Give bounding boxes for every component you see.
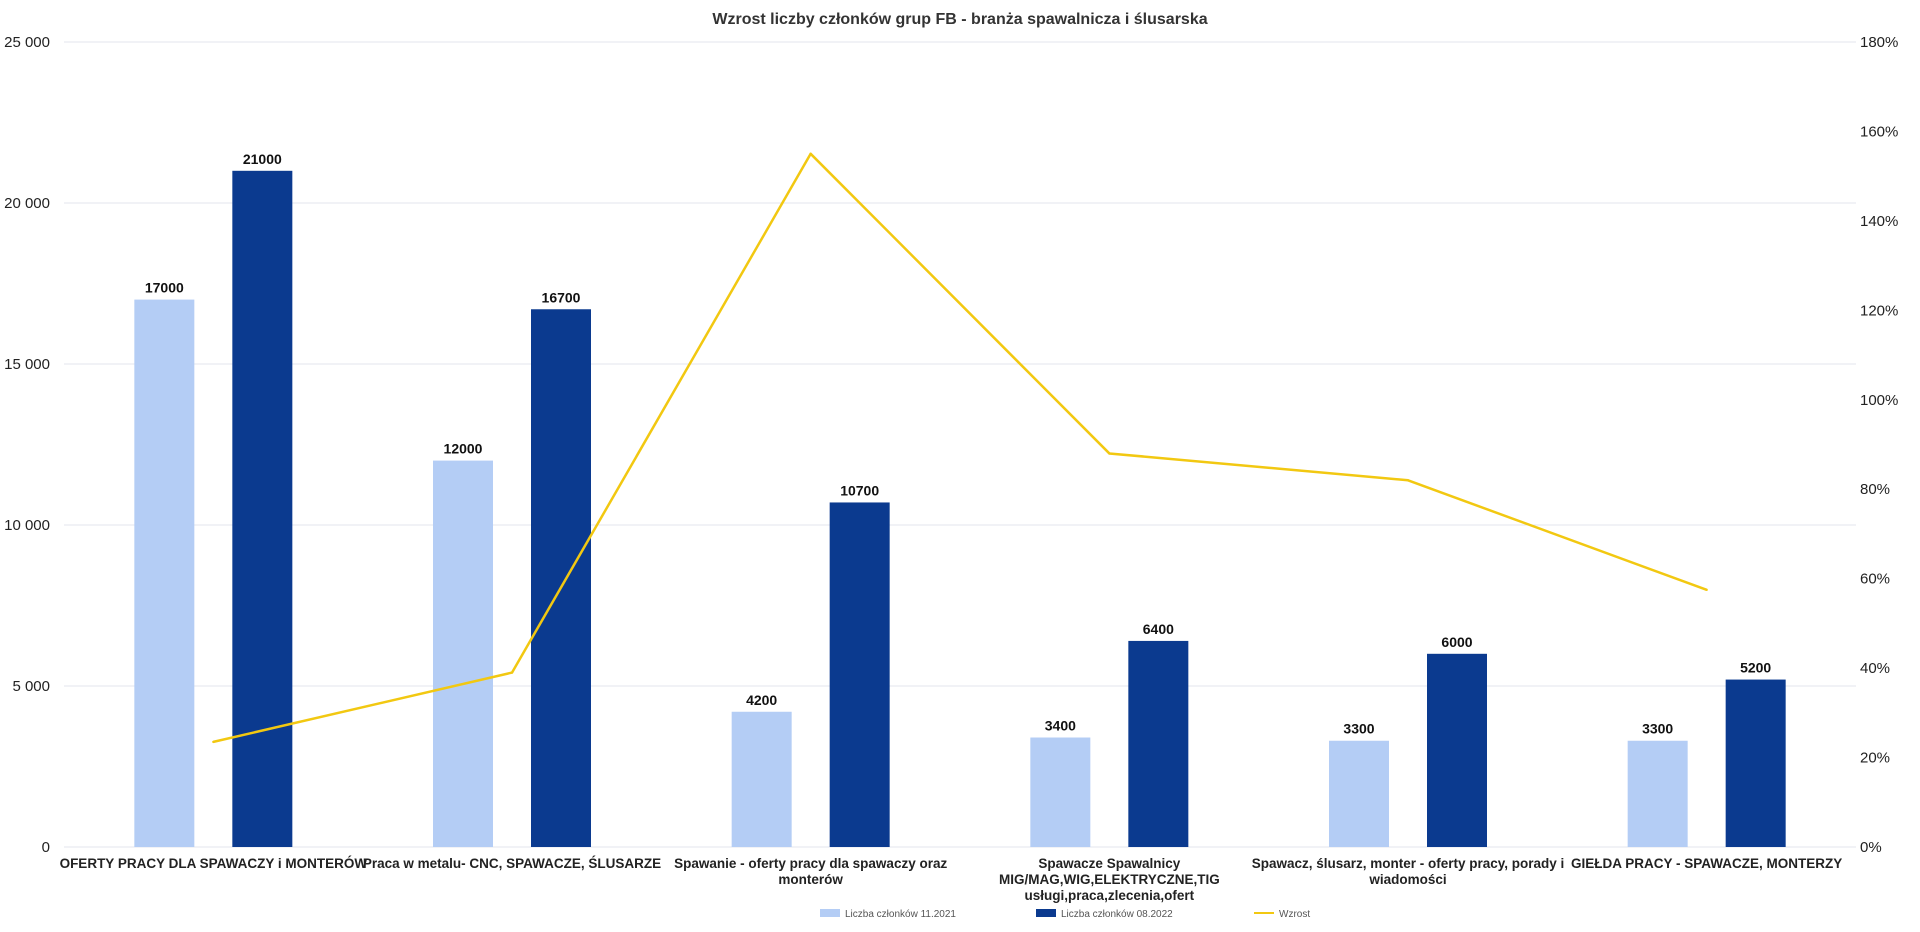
legend-swatch xyxy=(1036,909,1056,917)
right-axis-tick-label: 140% xyxy=(1860,213,1898,230)
bar xyxy=(1725,679,1786,847)
category-label: Praca w metalu- CNC, SPAWACZE, ŚLUSARZE xyxy=(363,856,661,871)
legend-swatch xyxy=(820,909,840,917)
bar xyxy=(531,309,591,847)
line-point xyxy=(809,152,812,156)
right-axis-tick-label: 20% xyxy=(1860,750,1890,767)
right-axis: 0% 20% 40% 60% 80% 100% 120% 140% 160% 180% xyxy=(1860,34,1898,856)
bar xyxy=(1627,740,1688,847)
right-axis-tick-label: 40% xyxy=(1860,660,1890,677)
category-label: Spawanie - oferty pracy dla spawaczy ora… xyxy=(674,856,947,887)
category-label: Spawacz, ślusarz, monter - oferty pracy,… xyxy=(1252,856,1565,887)
left-axis-tick-label: 0 xyxy=(42,839,50,856)
line-point xyxy=(1705,588,1708,592)
right-axis-tick-label: 80% xyxy=(1860,481,1890,498)
bar xyxy=(829,502,890,847)
bar-data-label: 10700 xyxy=(840,482,879,498)
bar-data-label: 4200 xyxy=(746,692,777,708)
right-axis-tick-label: 100% xyxy=(1860,392,1898,409)
left-axis: 0 5 000 10 000 15 000 20 000 25 000 xyxy=(4,34,50,856)
bar-data-label: 16700 xyxy=(542,289,581,305)
line-point xyxy=(1108,452,1111,455)
bar-data-label: 17000 xyxy=(145,280,184,296)
line-point xyxy=(212,740,215,744)
bar-data-label: 3300 xyxy=(1343,721,1374,737)
bar xyxy=(1030,737,1091,847)
right-axis-tick-label: 160% xyxy=(1860,123,1898,140)
bar xyxy=(731,711,792,847)
legend-label: Liczba członków 08.2022 xyxy=(1061,909,1173,920)
bar-data-label: 6400 xyxy=(1143,621,1174,637)
legend: Liczba członków 11.2021 Liczba członków 0… xyxy=(820,909,1310,920)
right-axis-tick-label: 60% xyxy=(1860,571,1890,588)
left-axis-tick-label: 15 000 xyxy=(4,356,50,373)
bar-series-group xyxy=(134,170,1786,848)
bar xyxy=(232,170,293,848)
line-series-group xyxy=(212,152,1708,744)
gridlines xyxy=(64,41,1856,848)
bar-data-label: 12000 xyxy=(444,441,483,457)
legend-label: Liczba członków 11.2021 xyxy=(845,909,956,920)
line-point xyxy=(510,671,514,674)
category-labels: OFERTY PRACY DLA SPAWACZY i MONTERÓWPrac… xyxy=(60,856,1843,903)
bar-data-label: 3400 xyxy=(1045,718,1076,734)
left-axis-tick-label: 25 000 xyxy=(4,34,50,51)
bar-data-label: 21000 xyxy=(243,151,282,167)
right-axis-tick-label: 120% xyxy=(1860,302,1898,319)
bar xyxy=(1427,653,1487,847)
left-axis-tick-label: 20 000 xyxy=(4,195,50,212)
right-axis-tick-label: 0% xyxy=(1860,839,1882,856)
bar xyxy=(1329,740,1389,847)
left-axis-tick-label: 10 000 xyxy=(4,517,50,534)
data-labels: 17000 21000 12000 16700 4200 10700 3400 6400 330… xyxy=(145,151,1772,737)
bar xyxy=(433,460,493,847)
line-point xyxy=(1406,479,1410,482)
bar xyxy=(1128,640,1189,847)
category-label: GIEŁDA PRACY - SPAWACZE, MONTERZY xyxy=(1571,856,1842,871)
legend-label: Wzrost xyxy=(1279,909,1310,920)
line-series-wzrost xyxy=(213,152,1708,744)
category-label: OFERTY PRACY DLA SPAWACZY i MONTERÓW xyxy=(60,856,368,871)
bar-data-label: 6000 xyxy=(1441,634,1472,650)
right-axis-tick-label: 180% xyxy=(1860,34,1898,51)
left-axis-tick-label: 5 000 xyxy=(12,678,50,695)
bar-data-label: 5200 xyxy=(1740,660,1771,676)
bar xyxy=(134,299,195,848)
bar-data-label: 3300 xyxy=(1642,721,1673,737)
category-label: Spawacze Spawalnicy MIG/MAG,WIG,ELEKTRYCZ… xyxy=(999,856,1220,903)
chart-title: Wzrost liczby członków grup FB - branża … xyxy=(712,11,1207,28)
